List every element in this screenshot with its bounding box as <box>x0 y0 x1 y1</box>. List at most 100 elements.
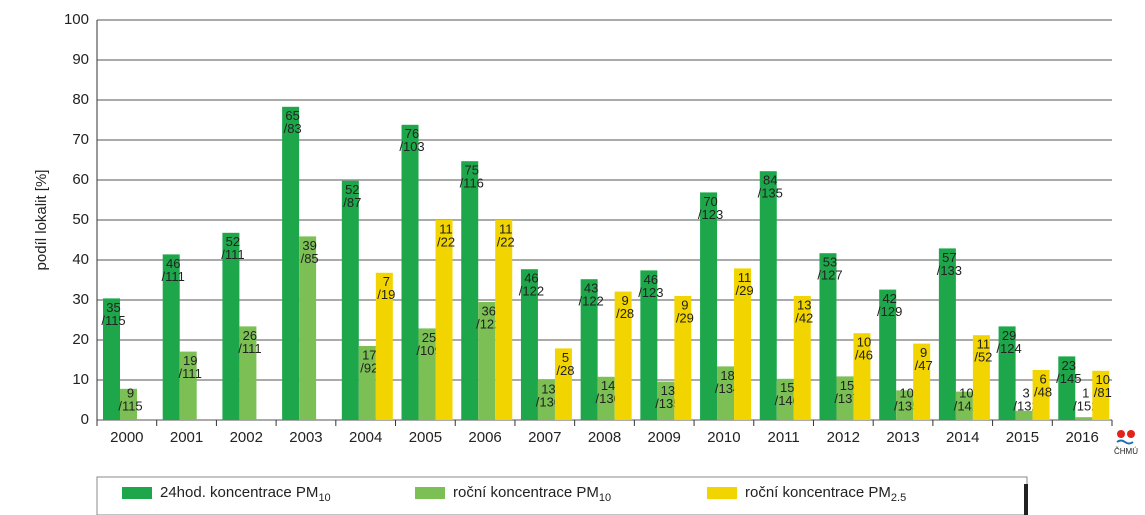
value-label: 11 <box>439 221 453 236</box>
x-tick-label: 2013 <box>886 429 919 446</box>
value-label: 13 <box>797 297 811 312</box>
value-label: /22 <box>437 234 455 249</box>
value-label: 13 <box>541 381 555 396</box>
value-label: /42 <box>795 310 813 325</box>
bar <box>520 269 538 420</box>
bar <box>120 388 137 420</box>
y-tick-label: 90 <box>72 51 89 68</box>
y-tick-label: 10 <box>72 371 89 388</box>
bar <box>700 192 718 420</box>
value-label: 36 <box>482 303 496 318</box>
x-tick-label: 2001 <box>170 429 203 446</box>
bar <box>1092 370 1110 420</box>
value-label: /28 <box>616 306 634 321</box>
value-label: /130 <box>595 391 620 406</box>
value-label: /109 <box>416 343 441 358</box>
value-label: /85 <box>301 251 319 266</box>
value-label: 15 <box>840 378 854 393</box>
value-label: 14 <box>601 378 615 393</box>
y-tick-label: 70 <box>72 131 89 148</box>
bar <box>418 328 436 420</box>
value-label: 10 <box>857 335 871 350</box>
y-tick-label: 40 <box>72 251 89 268</box>
value-label: 17 <box>362 347 376 362</box>
bar <box>759 171 777 420</box>
bar <box>614 291 632 420</box>
value-label: 13 <box>661 383 675 398</box>
value-label: 84 <box>763 173 777 188</box>
value-label: 26 <box>243 328 257 343</box>
value-label: /122 <box>578 294 603 309</box>
legend-edge <box>1024 484 1028 515</box>
bar <box>776 378 794 420</box>
bar <box>239 326 257 420</box>
value-label: 9 <box>127 385 134 400</box>
value-label: /29 <box>676 310 694 325</box>
value-label: /47 <box>915 358 933 373</box>
bar <box>674 296 692 420</box>
x-tick-label: 2014 <box>946 429 979 446</box>
value-label: 52 <box>345 182 359 197</box>
y-tick-label: 80 <box>72 91 89 108</box>
x-tick-label: 2002 <box>230 429 263 446</box>
value-label: 6 <box>1039 371 1046 386</box>
bar <box>1032 370 1050 420</box>
bar <box>1015 410 1033 420</box>
bar <box>341 180 359 420</box>
bar <box>554 348 572 420</box>
value-label: /81 <box>1094 385 1112 400</box>
value-label: /46 <box>855 348 873 363</box>
value-label: /135 <box>758 186 783 201</box>
bar <box>657 381 675 420</box>
bar <box>222 232 240 420</box>
y-tick-label: 60 <box>72 171 89 188</box>
x-tick-label: 2012 <box>827 429 860 446</box>
value-label: /48 <box>1034 384 1052 399</box>
bar <box>640 270 658 420</box>
legend-name: roční koncentrace PM <box>745 484 891 501</box>
value-label: 53 <box>823 255 837 270</box>
value-label: 9 <box>920 345 927 360</box>
logo: ČHMÚ <box>1114 430 1138 456</box>
value-label: 42 <box>882 291 896 306</box>
value-label: /103 <box>399 139 424 154</box>
legend-label: roční koncentrace PM2.5 <box>745 484 906 504</box>
x-tick-label: 2010 <box>707 429 740 446</box>
value-label: 75 <box>465 163 479 178</box>
bar <box>938 248 956 420</box>
x-tick-label: 2005 <box>409 429 442 446</box>
value-label: 10 <box>959 385 973 400</box>
x-tick-label: 2009 <box>648 429 681 446</box>
bar <box>282 106 300 421</box>
value-label: 9 <box>681 297 688 312</box>
bar <box>358 346 376 420</box>
value-label: /130 <box>536 394 561 409</box>
value-label: /92 <box>360 360 378 375</box>
x-tick-label: 2008 <box>588 429 621 446</box>
value-label: 46 <box>166 256 180 271</box>
value-label: /111 <box>162 269 185 284</box>
y-tick-label: 0 <box>81 411 89 428</box>
value-label: /127 <box>817 268 842 283</box>
bar <box>913 343 931 420</box>
legend-swatch <box>707 487 737 499</box>
value-label: /29 <box>736 283 754 298</box>
y-tick-label: 100 <box>64 11 89 28</box>
x-tick-label: 2000 <box>110 429 143 446</box>
value-label: 9 <box>622 293 629 308</box>
value-label: /52 <box>974 350 992 365</box>
x-tick-label: 2003 <box>289 429 322 446</box>
value-label: /111 <box>238 341 261 356</box>
value-label: /135 <box>655 396 680 411</box>
legend-name: 24hod. koncentrace PM <box>160 484 318 501</box>
value-label: /22 <box>497 234 515 249</box>
legend-swatch <box>122 487 152 499</box>
value-label: /19 <box>377 287 395 302</box>
value-label: 10 <box>1096 372 1110 387</box>
value-label: 3 <box>1022 385 1029 400</box>
bar <box>299 236 317 420</box>
value-label: 29 <box>1002 328 1016 343</box>
value-label: /122 <box>519 284 544 299</box>
legend-swatch <box>415 487 445 499</box>
